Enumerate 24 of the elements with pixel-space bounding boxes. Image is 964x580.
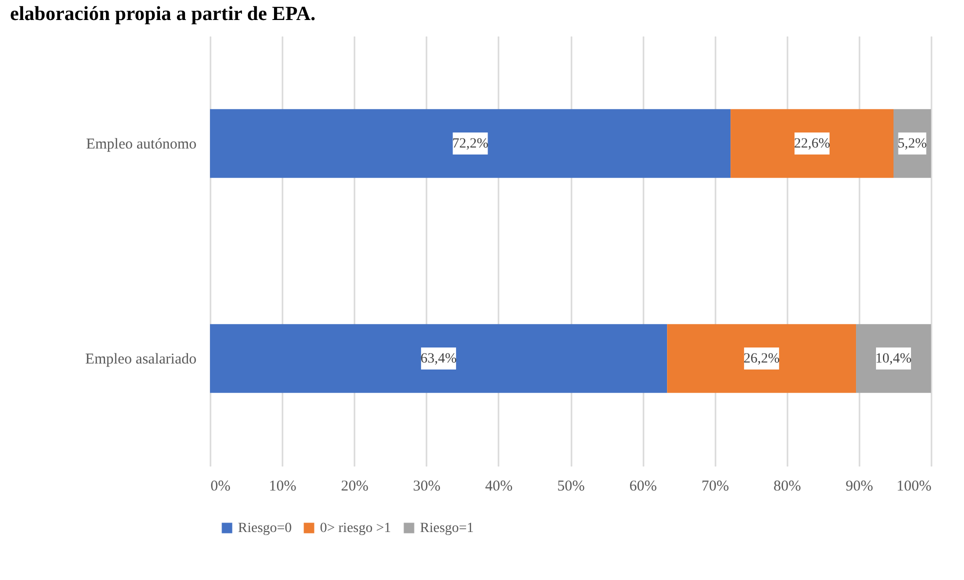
bar bbox=[730, 109, 894, 178]
x-tick-label: 10% bbox=[268, 478, 296, 494]
bar bbox=[210, 109, 731, 178]
x-tick-label: 0% bbox=[210, 478, 230, 494]
x-tick-label: 90% bbox=[846, 478, 874, 494]
x-tick-label: 70% bbox=[701, 478, 729, 494]
x-tick-label: 20% bbox=[340, 478, 368, 494]
x-tick-label: 80% bbox=[774, 478, 802, 494]
legend-label: 0> riesgo >1 bbox=[320, 521, 392, 536]
x-tick-label: 40% bbox=[485, 478, 513, 494]
x-tick-label: 100% bbox=[896, 478, 932, 494]
bar bbox=[210, 324, 668, 393]
legend-label: Riesgo=0 bbox=[238, 521, 292, 536]
chart-title: elaboración propia a partir de EPA. bbox=[10, 3, 316, 25]
y-tick-label: Empleo autónomo bbox=[86, 136, 196, 152]
y-tick-label: Empleo asalariado bbox=[85, 352, 196, 368]
data-label: 10,4% bbox=[875, 352, 912, 366]
data-label: 5,2% bbox=[898, 136, 928, 152]
x-tick-label: 60% bbox=[629, 478, 657, 494]
x-tick-label: 30% bbox=[413, 478, 441, 494]
x-tick-label: 50% bbox=[557, 478, 585, 494]
data-label: 72,2% bbox=[452, 136, 489, 152]
bar bbox=[667, 324, 856, 393]
legend-label: Riesgo=1 bbox=[420, 521, 474, 536]
